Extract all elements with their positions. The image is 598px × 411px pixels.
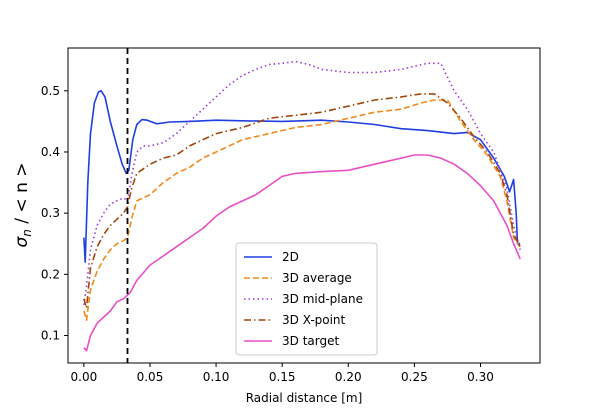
- legend-label-2: 3D average: [282, 271, 352, 285]
- x-tick-label: 0.15: [269, 370, 296, 384]
- legend-box: [235, 242, 378, 356]
- series-line-5: [83, 154, 521, 352]
- y-tick-label: 0.2: [41, 267, 60, 281]
- series-line-4: [83, 93, 521, 309]
- y-tick-label: 0.4: [41, 145, 60, 159]
- x-tick-label: 0.25: [401, 370, 428, 384]
- y-tick-label: 0.3: [41, 206, 60, 220]
- y-axis-label-text: σn / < n >: [12, 163, 34, 248]
- y-tick-label: 0.1: [41, 328, 60, 342]
- y-tick-label: 0.5: [41, 84, 60, 98]
- x-tick-label: 0.05: [137, 370, 164, 384]
- x-tick-label: 0.20: [335, 370, 362, 384]
- legend-label-5: 3D target: [282, 334, 339, 348]
- x-tick-label: 0.30: [467, 370, 494, 384]
- series-line-2: [83, 99, 521, 322]
- series-line-3: [83, 60, 521, 306]
- legend-label-1: 2D: [282, 250, 299, 264]
- x-tick-label: 0.00: [71, 370, 98, 384]
- legend-label-4: 3D X-point: [282, 313, 346, 327]
- series-line-1: [83, 90, 521, 263]
- x-tick-label: 0.10: [203, 370, 230, 384]
- x-axis-label: Radial distance [m]: [246, 391, 363, 405]
- y-axis-label: σn / < n >: [12, 163, 34, 248]
- legend-label-3: 3D mid-plane: [282, 292, 363, 306]
- legend: 2D 3D average 3D mid-plane 3D X-point 3D tar…: [235, 242, 378, 356]
- plot-area-frame: [67, 47, 541, 364]
